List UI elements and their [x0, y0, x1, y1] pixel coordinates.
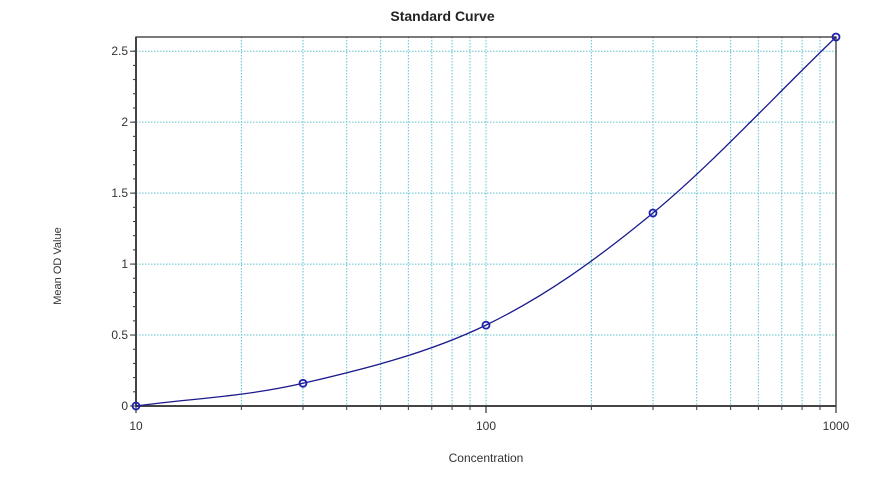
y-tick-label: 1.5 [111, 186, 128, 200]
chart-title: Standard Curve [390, 8, 495, 24]
data-point [131, 401, 141, 411]
x-tick-label: 1000 [823, 419, 850, 433]
y-tick-label: 0 [121, 399, 128, 413]
data-point [831, 32, 841, 42]
x-tick-label: 100 [476, 419, 496, 433]
x-tick-label: 10 [129, 419, 143, 433]
data-point [481, 320, 491, 330]
standard-curve-line [135, 36, 837, 407]
data-point [298, 378, 308, 388]
data-point [648, 208, 658, 218]
y-tick-label: 2.5 [111, 44, 128, 58]
y-tick-label: 1 [121, 257, 128, 271]
x-axis-label: Concentration [448, 451, 524, 465]
y-axis-label: Mean OD Value [52, 227, 64, 305]
y-tick-label: 0.5 [111, 328, 128, 342]
y-tick-label: 2 [121, 115, 128, 129]
